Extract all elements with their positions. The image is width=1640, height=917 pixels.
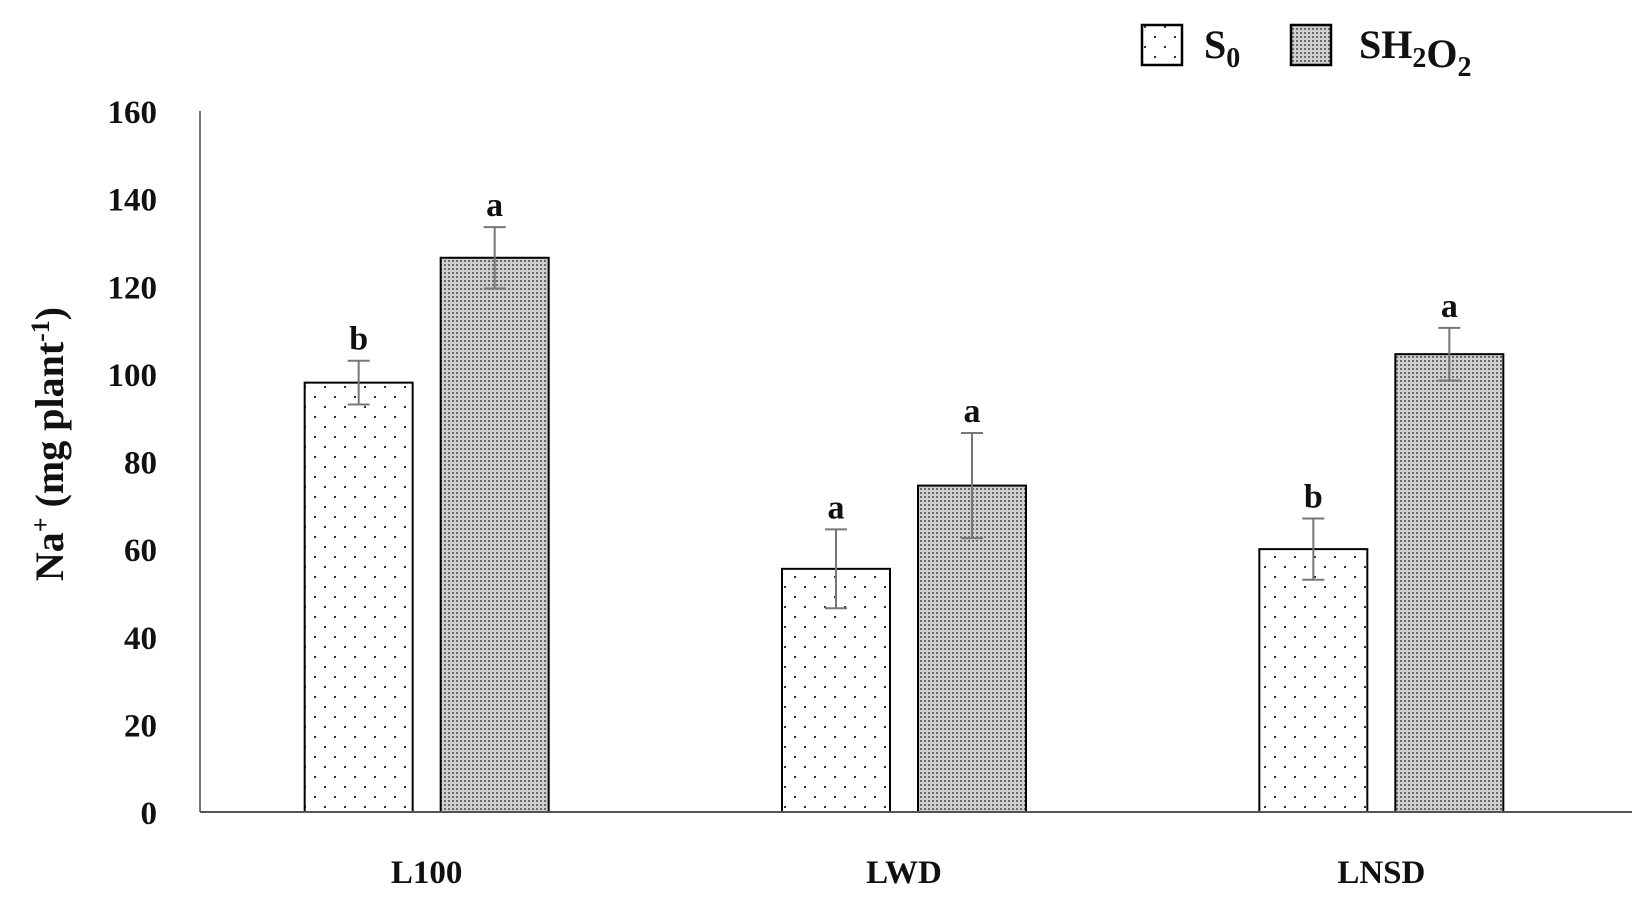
- x-tick-label: LWD: [866, 855, 942, 891]
- y-tick-label: 0: [141, 796, 158, 832]
- y-axis-label: Na+ (mg plant-1): [26, 307, 73, 581]
- axes: [199, 111, 1632, 813]
- legend-swatch-SH2O2: [1289, 23, 1333, 67]
- bar-S0-LNSD: [1258, 548, 1369, 813]
- significance-letter: b: [349, 321, 368, 358]
- bar-S0-L100: [303, 381, 414, 813]
- legend: S0 SH2O2: [1140, 22, 1472, 83]
- x-tick-label: L100: [391, 855, 463, 891]
- y-axis-ticks: 0 20 40 60 80 100 120 140 160: [108, 95, 158, 832]
- y-tick-label: 140: [108, 183, 158, 219]
- legend-swatch-S0: [1140, 23, 1184, 67]
- y-tick-label: 80: [124, 446, 157, 482]
- x-tick-label: LNSD: [1337, 855, 1425, 891]
- bar-SH2O2-L100: [439, 256, 550, 814]
- y-tick-label: 40: [124, 621, 157, 657]
- bar-SH2O2-LNSD: [1394, 353, 1505, 813]
- svg-text:Na+ (mg plant-1): Na+ (mg plant-1): [26, 307, 73, 581]
- y-tick-label: 60: [124, 533, 157, 569]
- x-axis-ticks: L100 LWD LNSD: [391, 855, 1425, 891]
- significance-letter: a: [828, 489, 845, 526]
- significance-letter: a: [1441, 288, 1458, 325]
- significance-letter: b: [1304, 478, 1323, 515]
- y-tick-label: 100: [108, 358, 158, 394]
- significance-letter: a: [486, 187, 503, 224]
- y-tick-label: 20: [124, 708, 157, 744]
- y-tick-label: 160: [108, 95, 158, 131]
- legend-label-SH2O2: SH2O2: [1359, 22, 1472, 83]
- legend-label-S0: S0: [1204, 22, 1240, 74]
- y-tick-label: 120: [108, 270, 158, 306]
- bars-layer: b a a a b a: [303, 187, 1505, 814]
- significance-letter: a: [964, 393, 981, 430]
